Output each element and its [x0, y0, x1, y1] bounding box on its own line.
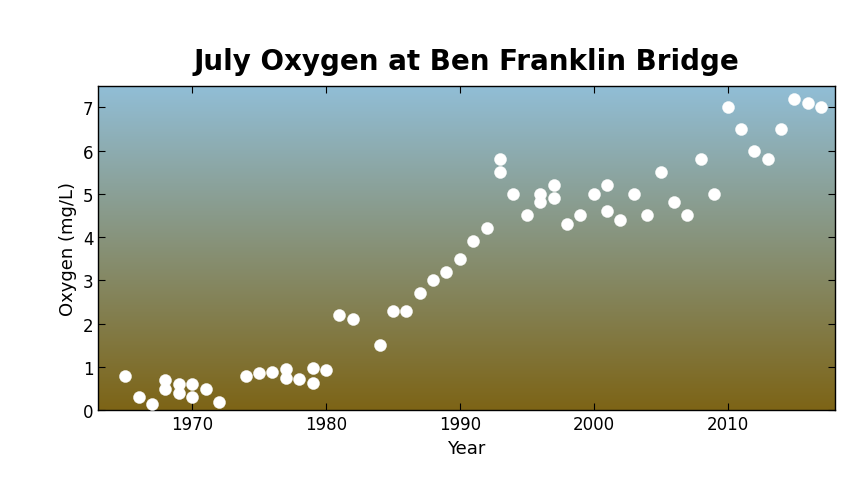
Point — [493, 169, 507, 177]
X-axis label: Year: Year — [448, 439, 485, 457]
Point — [547, 182, 561, 190]
Point — [774, 126, 788, 133]
Point — [372, 342, 386, 349]
Point — [172, 389, 186, 397]
Point — [279, 366, 293, 373]
Point — [146, 400, 159, 408]
Point — [239, 372, 253, 380]
Point — [185, 381, 199, 388]
Point — [440, 268, 454, 276]
Point — [293, 375, 306, 383]
Point — [533, 191, 547, 198]
Point — [801, 100, 815, 108]
Point — [547, 195, 561, 203]
Point — [212, 398, 226, 406]
Point — [199, 385, 212, 393]
Point — [132, 394, 146, 401]
Point — [413, 290, 426, 298]
Point — [158, 385, 172, 393]
Point — [253, 370, 266, 377]
Point — [279, 374, 293, 382]
Point — [158, 376, 172, 384]
Point — [386, 307, 400, 315]
Point — [400, 307, 413, 315]
Y-axis label: Oxygen (mg/L): Oxygen (mg/L) — [59, 181, 77, 315]
Point — [627, 191, 640, 198]
Point — [479, 225, 493, 233]
Point — [734, 126, 748, 133]
Point — [118, 372, 132, 380]
Point — [667, 199, 681, 207]
Point — [346, 316, 360, 324]
Point — [426, 277, 440, 285]
Point — [600, 208, 614, 216]
Point — [721, 104, 734, 112]
Point — [467, 238, 480, 246]
Point — [707, 191, 721, 198]
Point — [306, 364, 319, 372]
Point — [694, 156, 708, 164]
Point — [614, 216, 627, 224]
Point — [306, 380, 319, 387]
Point — [319, 367, 333, 374]
Point — [761, 156, 775, 164]
Point — [185, 394, 199, 401]
Point — [654, 169, 668, 177]
Point — [747, 147, 761, 155]
Point — [533, 199, 547, 207]
Point — [587, 191, 601, 198]
Point — [574, 212, 587, 220]
Point — [640, 212, 654, 220]
Title: July Oxygen at Ben Franklin Bridge: July Oxygen at Ben Franklin Bridge — [193, 48, 740, 76]
Point — [332, 312, 346, 319]
Point — [788, 96, 801, 103]
Point — [520, 212, 533, 220]
Point — [681, 212, 694, 220]
Point — [493, 156, 507, 164]
Point — [507, 191, 520, 198]
Point — [453, 255, 467, 263]
Point — [172, 381, 186, 388]
Point — [560, 221, 574, 228]
Point — [265, 369, 279, 376]
Point — [600, 182, 614, 190]
Point — [814, 104, 828, 112]
